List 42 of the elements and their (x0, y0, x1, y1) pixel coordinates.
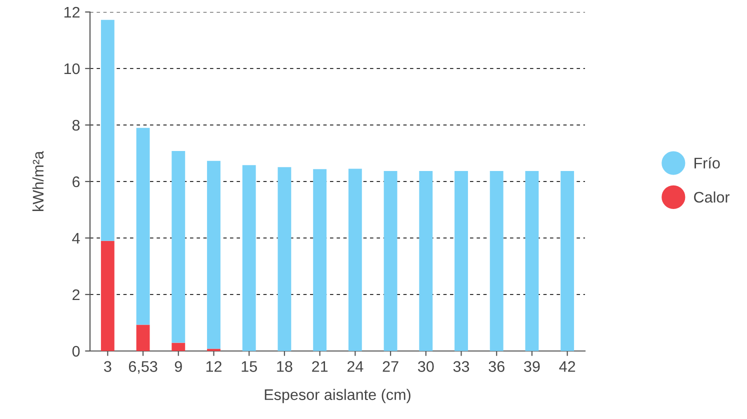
y-tick-label: 8 (72, 120, 80, 131)
bar (348, 168, 362, 351)
x-axis-title: Espesor aislante (cm) (264, 388, 410, 404)
x-tick-label: 15 (242, 361, 257, 372)
bar (136, 128, 150, 325)
bar (242, 165, 256, 351)
x-tick-label: 3 (104, 361, 112, 372)
bar (207, 160, 220, 349)
legend-label: Frío (694, 157, 720, 169)
bar (419, 171, 433, 351)
bar (172, 342, 186, 351)
bar (313, 169, 327, 351)
bar (172, 150, 186, 343)
x-tick-label: 21 (312, 361, 328, 372)
bar (560, 171, 574, 351)
bar (454, 171, 468, 351)
x-tick-label: 42 (559, 361, 576, 372)
x-tick-label: 30 (418, 361, 434, 372)
x-tick-label: 18 (277, 361, 292, 372)
y-tick-label: 6 (72, 176, 80, 188)
bar (525, 171, 539, 351)
bar (136, 324, 150, 351)
bar (490, 171, 504, 351)
x-tick-label: 9 (174, 361, 182, 372)
x-tick-label: 27 (382, 361, 398, 372)
x-tick-label: 12 (206, 361, 222, 372)
bar (384, 171, 398, 351)
x-tick-label: 39 (524, 361, 540, 372)
y-tick-label: 4 (72, 233, 80, 244)
y-tick-label: 10 (64, 63, 80, 74)
x-tick-label: 24 (347, 361, 364, 372)
x-tick-label: 36 (488, 361, 504, 372)
y-tick-label: 0 (72, 346, 80, 357)
bar (278, 167, 292, 351)
y-tick-label: 2 (72, 289, 80, 300)
legend-label: Calor (694, 191, 730, 203)
x-tick-label: 33 (453, 361, 470, 372)
bar (100, 20, 114, 241)
x-tick-label: 6,53 (128, 361, 158, 374)
bar (100, 240, 114, 351)
y-tick-label: 12 (64, 6, 80, 18)
y-axis-title: kWh/m²a (32, 150, 44, 212)
